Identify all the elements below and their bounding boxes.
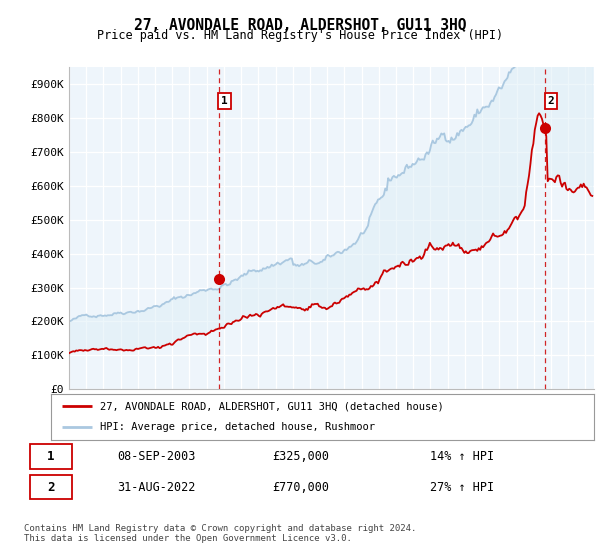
Text: 27, AVONDALE ROAD, ALDERSHOT, GU11 3HQ: 27, AVONDALE ROAD, ALDERSHOT, GU11 3HQ <box>134 18 466 33</box>
Text: 2: 2 <box>548 96 554 106</box>
Text: 1: 1 <box>47 450 55 463</box>
FancyBboxPatch shape <box>29 475 72 500</box>
Text: HPI: Average price, detached house, Rushmoor: HPI: Average price, detached house, Rush… <box>100 422 375 432</box>
Text: 1: 1 <box>221 96 228 106</box>
Text: 27, AVONDALE ROAD, ALDERSHOT, GU11 3HQ (detached house): 27, AVONDALE ROAD, ALDERSHOT, GU11 3HQ (… <box>100 401 443 411</box>
Text: 14% ↑ HPI: 14% ↑ HPI <box>430 450 494 463</box>
FancyBboxPatch shape <box>29 444 72 469</box>
Text: £770,000: £770,000 <box>272 480 329 493</box>
Text: £325,000: £325,000 <box>272 450 329 463</box>
Text: 08-SEP-2003: 08-SEP-2003 <box>117 450 196 463</box>
Text: 27% ↑ HPI: 27% ↑ HPI <box>430 480 494 493</box>
Text: 2: 2 <box>47 480 55 493</box>
Text: Contains HM Land Registry data © Crown copyright and database right 2024.
This d: Contains HM Land Registry data © Crown c… <box>24 524 416 543</box>
Text: Price paid vs. HM Land Registry's House Price Index (HPI): Price paid vs. HM Land Registry's House … <box>97 29 503 42</box>
Text: 31-AUG-2022: 31-AUG-2022 <box>117 480 196 493</box>
